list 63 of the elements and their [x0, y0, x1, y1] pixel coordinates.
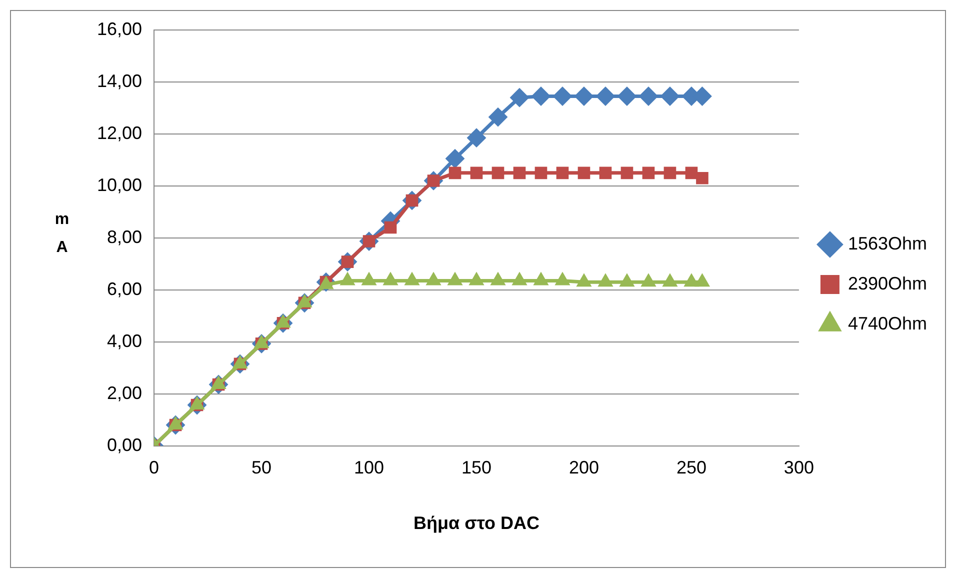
- point: [556, 166, 569, 180]
- point: [512, 272, 527, 286]
- x-tick-label: 0: [149, 458, 160, 478]
- point: [534, 166, 548, 180]
- point: [596, 86, 615, 106]
- point: [531, 86, 550, 106]
- point: [576, 274, 592, 287]
- y-tick-label: 0,00: [106, 434, 142, 455]
- point: [552, 86, 572, 106]
- point: [617, 86, 636, 106]
- y-axis-title: mA: [54, 210, 70, 256]
- x-axis-title: Βήμα στο DAC: [414, 513, 540, 534]
- x-tick-label: 150: [461, 458, 492, 478]
- point: [620, 166, 634, 180]
- point: [510, 88, 529, 108]
- point: [534, 272, 548, 286]
- point: [638, 86, 658, 106]
- point: [664, 166, 676, 180]
- point: [340, 272, 355, 286]
- y-tick-label: 2,00: [106, 382, 142, 403]
- x-tick-label: 50: [252, 458, 272, 478]
- legend-label: 2390Ohm: [848, 273, 928, 294]
- point: [383, 272, 398, 286]
- y-tick-label: 6,00: [106, 278, 142, 299]
- point: [598, 274, 613, 287]
- point: [696, 172, 708, 184]
- point: [684, 274, 699, 287]
- point: [660, 86, 680, 106]
- point: [641, 274, 656, 287]
- point: [642, 166, 655, 180]
- y-tick-label: 16,00: [96, 18, 142, 39]
- point: [490, 272, 506, 286]
- x-tick-label: 100: [354, 458, 384, 478]
- x-tick-label: 250: [676, 458, 706, 478]
- y-tick-label: 14,00: [96, 70, 142, 91]
- y-tick-label: 4,00: [106, 330, 142, 351]
- point: [492, 166, 504, 180]
- point: [426, 272, 441, 286]
- point: [599, 166, 612, 180]
- point: [446, 149, 464, 168]
- point: [467, 128, 486, 148]
- point: [404, 272, 420, 286]
- y-tick-label: 12,00: [96, 122, 142, 143]
- point: [488, 108, 508, 127]
- point: [362, 272, 376, 286]
- point: [513, 166, 526, 180]
- x-tick-label: 300: [784, 458, 814, 478]
- point: [448, 166, 462, 180]
- point: [662, 274, 678, 287]
- point: [620, 274, 634, 287]
- point: [578, 166, 590, 180]
- y-tick-label: 10,00: [96, 174, 142, 195]
- point: [555, 272, 570, 286]
- y-tick-label: 8,00: [106, 226, 142, 247]
- point: [448, 272, 462, 286]
- point: [384, 221, 397, 234]
- legend-label: 1563Ohm: [848, 233, 928, 254]
- point: [574, 86, 594, 106]
- x-tick-label: 200: [568, 458, 600, 478]
- legend-label: 4740Ohm: [848, 313, 928, 334]
- point: [694, 274, 710, 287]
- point: [469, 272, 484, 286]
- point: [470, 166, 483, 180]
